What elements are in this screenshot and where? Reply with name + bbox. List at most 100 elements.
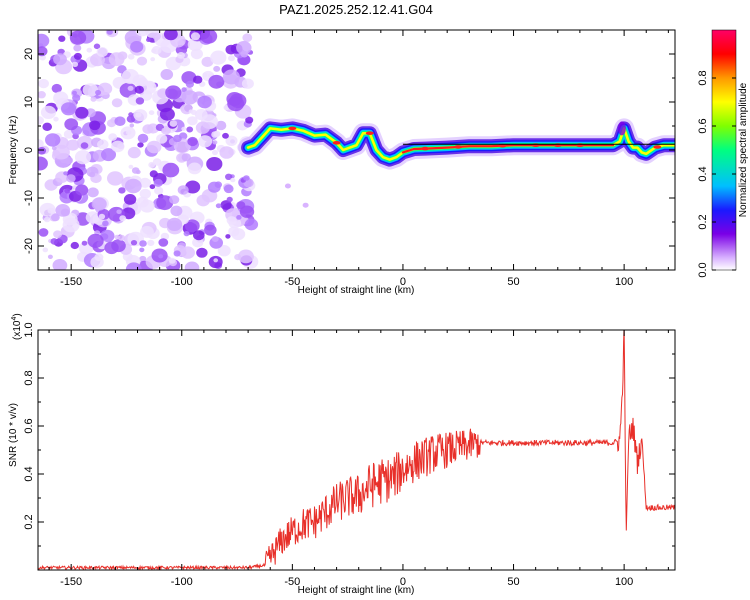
noise-blob bbox=[80, 142, 89, 149]
noise-blob bbox=[243, 175, 250, 181]
noise-blob bbox=[200, 30, 218, 44]
y-tick-label: 0 bbox=[23, 147, 35, 153]
noise-blob bbox=[101, 148, 116, 162]
stray-blob bbox=[302, 202, 309, 208]
noise-blob bbox=[234, 254, 242, 261]
noise-blob bbox=[159, 107, 175, 121]
noise-blob bbox=[173, 250, 181, 257]
noise-blob bbox=[70, 241, 80, 250]
noise-blob bbox=[169, 195, 180, 205]
noise-blob bbox=[211, 131, 219, 138]
noise-blob bbox=[198, 135, 213, 148]
noise-blob bbox=[146, 37, 151, 43]
colorbar: 0.0 0.2 0.4 0.6 0.8 Normalized spectral ampl… bbox=[697, 29, 749, 278]
noise-blob bbox=[213, 65, 221, 72]
noise-blob bbox=[87, 187, 99, 198]
noise-blob bbox=[135, 30, 150, 37]
noise-blob bbox=[149, 184, 156, 190]
noise-blob bbox=[108, 133, 118, 141]
noise-blob bbox=[38, 116, 44, 125]
noise-blob bbox=[185, 80, 194, 88]
noise-blob bbox=[128, 112, 134, 117]
noise-blob bbox=[177, 52, 186, 59]
noise-blob bbox=[87, 233, 104, 248]
noise-blob bbox=[184, 219, 200, 233]
noise-blob bbox=[236, 215, 242, 220]
noise-blob bbox=[169, 120, 178, 127]
noise-blob bbox=[226, 216, 237, 225]
x-tick-label: 100 bbox=[615, 276, 633, 288]
noise-blob bbox=[137, 77, 148, 87]
noise-blob bbox=[114, 116, 126, 126]
noise-blob bbox=[135, 97, 145, 105]
y-tick-label: -20 bbox=[23, 238, 35, 254]
noise-blob bbox=[230, 177, 236, 183]
colorbar-tick-label: 0.0 bbox=[697, 262, 709, 277]
ridge-knot bbox=[332, 141, 341, 145]
noise-blob bbox=[195, 121, 210, 134]
noise-blob bbox=[130, 41, 144, 53]
noise-blob bbox=[181, 153, 191, 162]
chart-title: PAZ1.2025.252.12.41.G04 bbox=[279, 2, 433, 17]
noise-blob bbox=[140, 225, 154, 238]
colorbar-tick-label: 0.4 bbox=[697, 166, 709, 181]
noise-blob bbox=[136, 56, 148, 66]
noise-blob bbox=[118, 234, 126, 241]
noise-blob bbox=[127, 146, 141, 159]
x-tick-label: -50 bbox=[284, 276, 300, 288]
noise-blob bbox=[127, 53, 135, 60]
ridge-knot bbox=[365, 131, 374, 135]
colorbar-label: Normalized spectral amplitude bbox=[738, 82, 749, 217]
noise-blob bbox=[53, 116, 59, 122]
noise-blob bbox=[217, 245, 231, 257]
spectrogram-frame bbox=[37, 29, 676, 271]
noise-blob bbox=[210, 50, 227, 65]
x-tick-label: -100 bbox=[171, 576, 193, 588]
colorbar-tick-label: 0.8 bbox=[697, 70, 709, 85]
y-tick-label: 10 bbox=[23, 96, 35, 108]
snr-frame bbox=[37, 329, 676, 571]
noise-blob bbox=[72, 90, 77, 96]
noise-blob bbox=[168, 257, 176, 264]
noise-blob bbox=[118, 187, 126, 194]
noise-blob bbox=[38, 33, 50, 48]
noise-blob bbox=[102, 220, 109, 227]
noise-blob bbox=[111, 239, 126, 253]
snr-ylabel: SNR (10 * v/v) bbox=[8, 403, 19, 467]
noise-blob bbox=[147, 239, 155, 246]
noise-blob bbox=[225, 173, 233, 180]
noise-blob bbox=[63, 171, 68, 176]
noise-blob bbox=[215, 203, 222, 209]
noise-blob bbox=[181, 126, 187, 131]
noise-blob bbox=[51, 83, 62, 93]
noise-blob bbox=[51, 213, 60, 222]
ridge-region bbox=[238, 118, 675, 208]
spectrogram-xlabel: Height of straight line (km) bbox=[298, 285, 415, 296]
noise-blob bbox=[93, 43, 101, 50]
noise-blob bbox=[51, 146, 57, 151]
noise-blob bbox=[170, 205, 183, 217]
noise-blob bbox=[40, 105, 57, 119]
noise-blob bbox=[158, 238, 169, 247]
noise-blob bbox=[146, 140, 162, 154]
noise-blob bbox=[212, 140, 218, 145]
y-tick-label: 0.4 bbox=[23, 466, 35, 481]
noise-blob bbox=[193, 75, 203, 84]
noise-blob bbox=[244, 218, 259, 231]
noise-blob bbox=[239, 205, 255, 218]
noise-blob bbox=[201, 56, 214, 67]
x-tick-label: -150 bbox=[60, 576, 82, 588]
noise-blob bbox=[38, 91, 46, 99]
ridge-knot bbox=[454, 145, 463, 149]
noise-blob bbox=[89, 120, 101, 131]
y-tick-label: 0.2 bbox=[23, 514, 35, 529]
noise-blob bbox=[38, 228, 49, 237]
noise-blob bbox=[100, 229, 115, 243]
noise-blob bbox=[154, 186, 164, 195]
noise-blob bbox=[134, 85, 144, 94]
noise-blob bbox=[97, 139, 109, 150]
noise-blob bbox=[187, 136, 198, 147]
noise-blob bbox=[160, 69, 174, 80]
noise-blob bbox=[162, 162, 180, 178]
noise-blob bbox=[72, 94, 81, 102]
